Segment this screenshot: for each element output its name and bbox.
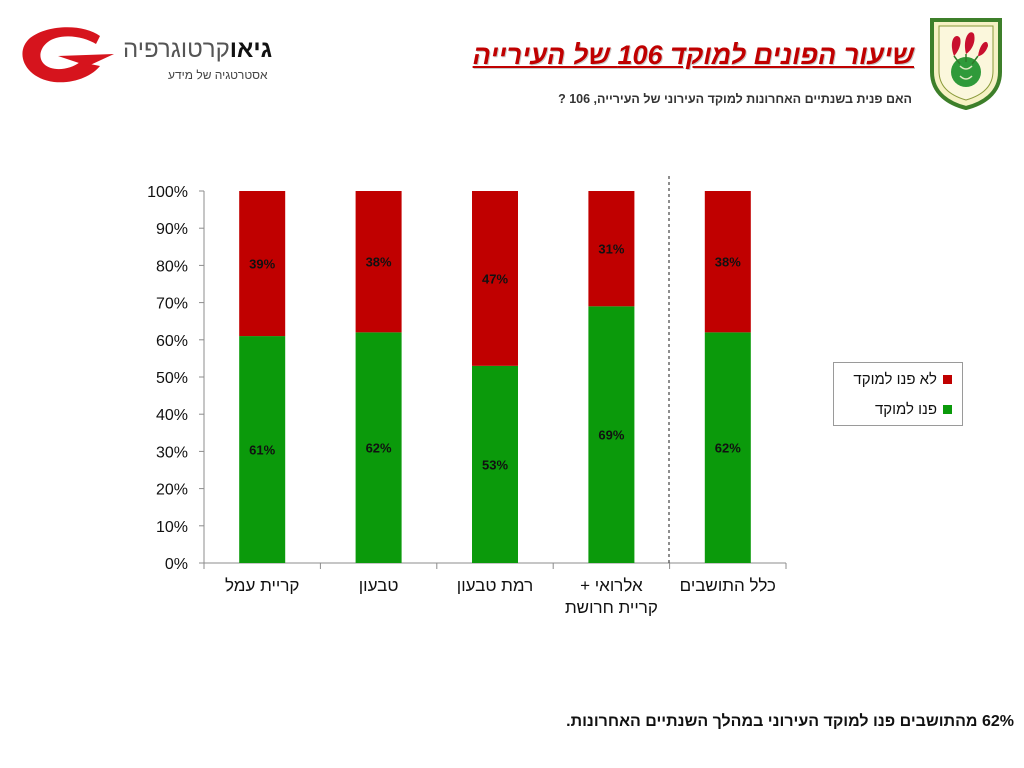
category-label: טבעון [359, 576, 399, 595]
seal-emblem-icon [930, 18, 1002, 111]
legend-swatch-contacted [943, 404, 952, 414]
page-title: שיעור הפונים למוקד 106 של העירייה [472, 40, 914, 70]
bar-label-not-contacted: 38% [366, 255, 392, 270]
y-tick-label: 50% [156, 370, 188, 387]
municipal-seal [926, 14, 1006, 111]
bar-label-contacted: 53% [482, 457, 508, 472]
y-tick-label: 20% [156, 482, 188, 499]
y-tick-label: 10% [156, 519, 188, 536]
legend-swatch-not-contacted [943, 374, 952, 384]
y-tick-label: 40% [156, 407, 188, 424]
chart-legend: לא פנו למוקד פנו למוקד [833, 362, 963, 426]
legend-label-not-contacted: לא פנו למוקד [853, 370, 937, 388]
bar-label-contacted: 61% [249, 443, 275, 458]
category-label: רמת טבעון [457, 576, 533, 595]
y-tick-label: 70% [156, 296, 188, 313]
footer-summary: 62% מהתושבים פנו למוקד העירוני במהלך השנ… [566, 713, 1014, 730]
y-tick-label: 100% [147, 184, 188, 201]
bar-not-contacted [355, 191, 402, 333]
y-tick-label: 30% [156, 444, 188, 461]
page-subtitle: האם פנית בשנתיים האחרונות למוקד העירוני … [558, 92, 912, 106]
bar-label-contacted: 62% [366, 441, 392, 456]
y-tick-label: 60% [156, 333, 188, 350]
bar-label-contacted: 69% [598, 428, 624, 443]
bar-label-not-contacted: 38% [715, 255, 741, 270]
category-label: קריית חרושת [565, 598, 658, 617]
bar-contacted [704, 332, 751, 563]
geocartography-logo: גיאוקרטוגרפיה אסטרטגיה של מידע [18, 22, 272, 86]
bar-contacted [239, 336, 286, 563]
bar-not-contacted [588, 191, 635, 307]
y-tick-label: 90% [156, 221, 188, 238]
legend-item-not-contacted: לא פנו למוקד [853, 369, 952, 389]
logo-brand-rest: קרטוגרפיה [123, 36, 230, 63]
legend-item-contacted: פנו למוקד [875, 399, 952, 419]
bar-contacted [355, 332, 402, 563]
bar-contacted [472, 365, 518, 563]
y-tick-label: 80% [156, 258, 188, 275]
bar-label-not-contacted: 47% [482, 271, 508, 286]
category-label: כלל התושבים [680, 576, 776, 595]
geocartography-g-icon [22, 27, 114, 83]
logo-brand-bold: גיאו [229, 36, 273, 63]
y-tick-label: 0% [165, 556, 188, 573]
bar-label-not-contacted: 39% [249, 257, 275, 272]
bar-label-contacted: 62% [715, 441, 741, 456]
logo-tagline: אסטרטגיה של מידע [168, 68, 268, 82]
bar-contacted [588, 306, 635, 563]
bar-not-contacted [704, 191, 751, 333]
bar-label-not-contacted: 31% [598, 242, 624, 257]
bar-not-contacted [472, 191, 518, 366]
category-label: אלרואי + [580, 576, 643, 595]
category-label: קריית עמל [225, 576, 299, 595]
logo-brand-text: גיאוקרטוגרפיה [123, 36, 272, 64]
bar-not-contacted [239, 191, 286, 337]
legend-label-contacted: פנו למוקד [874, 400, 937, 418]
